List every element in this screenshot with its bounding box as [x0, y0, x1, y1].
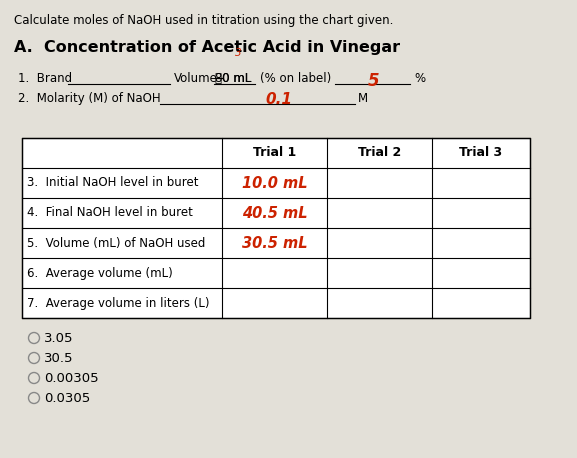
Text: 30.5 mL: 30.5 mL [242, 235, 308, 251]
Text: 0.00305: 0.00305 [44, 371, 99, 385]
Text: 2.  Molarity (M) of NaOH: 2. Molarity (M) of NaOH [18, 92, 160, 105]
Text: M: M [358, 92, 368, 105]
Text: Volume: Volume [174, 72, 218, 85]
Text: 0.1: 0.1 [265, 92, 292, 107]
Text: Calculate moles of NaOH used in titration using the chart given.: Calculate moles of NaOH used in titratio… [14, 14, 394, 27]
Text: 5: 5 [368, 72, 380, 90]
Text: 40.5 mL: 40.5 mL [242, 206, 308, 220]
Text: A.  Concentration of Acetic Acid in Vinegar: A. Concentration of Acetic Acid in Vineg… [14, 40, 400, 55]
Text: 7.  Average volume in liters (L): 7. Average volume in liters (L) [27, 296, 209, 310]
Text: 4.  Final NaOH level in buret: 4. Final NaOH level in buret [27, 207, 193, 219]
Bar [22, 138, 530, 318]
Text: 5.  Volume (mL) of NaOH used: 5. Volume (mL) of NaOH used [27, 236, 205, 250]
Text: 6.  Average volume (mL): 6. Average volume (mL) [27, 267, 173, 279]
Text: Trial 1: Trial 1 [253, 147, 296, 159]
Text: %: % [414, 72, 425, 85]
Text: 1.  Brand: 1. Brand [18, 72, 72, 85]
Text: 3.05: 3.05 [44, 332, 73, 344]
Text: 0 mL: 0 mL [215, 72, 251, 85]
Text: 3.  Initial NaOH level in buret: 3. Initial NaOH level in buret [27, 176, 198, 190]
Text: 80 mL: 80 mL [215, 72, 252, 85]
Text: 10.0 mL: 10.0 mL [242, 175, 308, 191]
Text: (% on label): (% on label) [260, 72, 331, 85]
Text: 0.0305: 0.0305 [44, 392, 90, 404]
Text: 3: 3 [235, 48, 242, 58]
Text: Trial 2: Trial 2 [358, 147, 401, 159]
Text: Trial 3: Trial 3 [459, 147, 503, 159]
Text: 30.5: 30.5 [44, 351, 73, 365]
